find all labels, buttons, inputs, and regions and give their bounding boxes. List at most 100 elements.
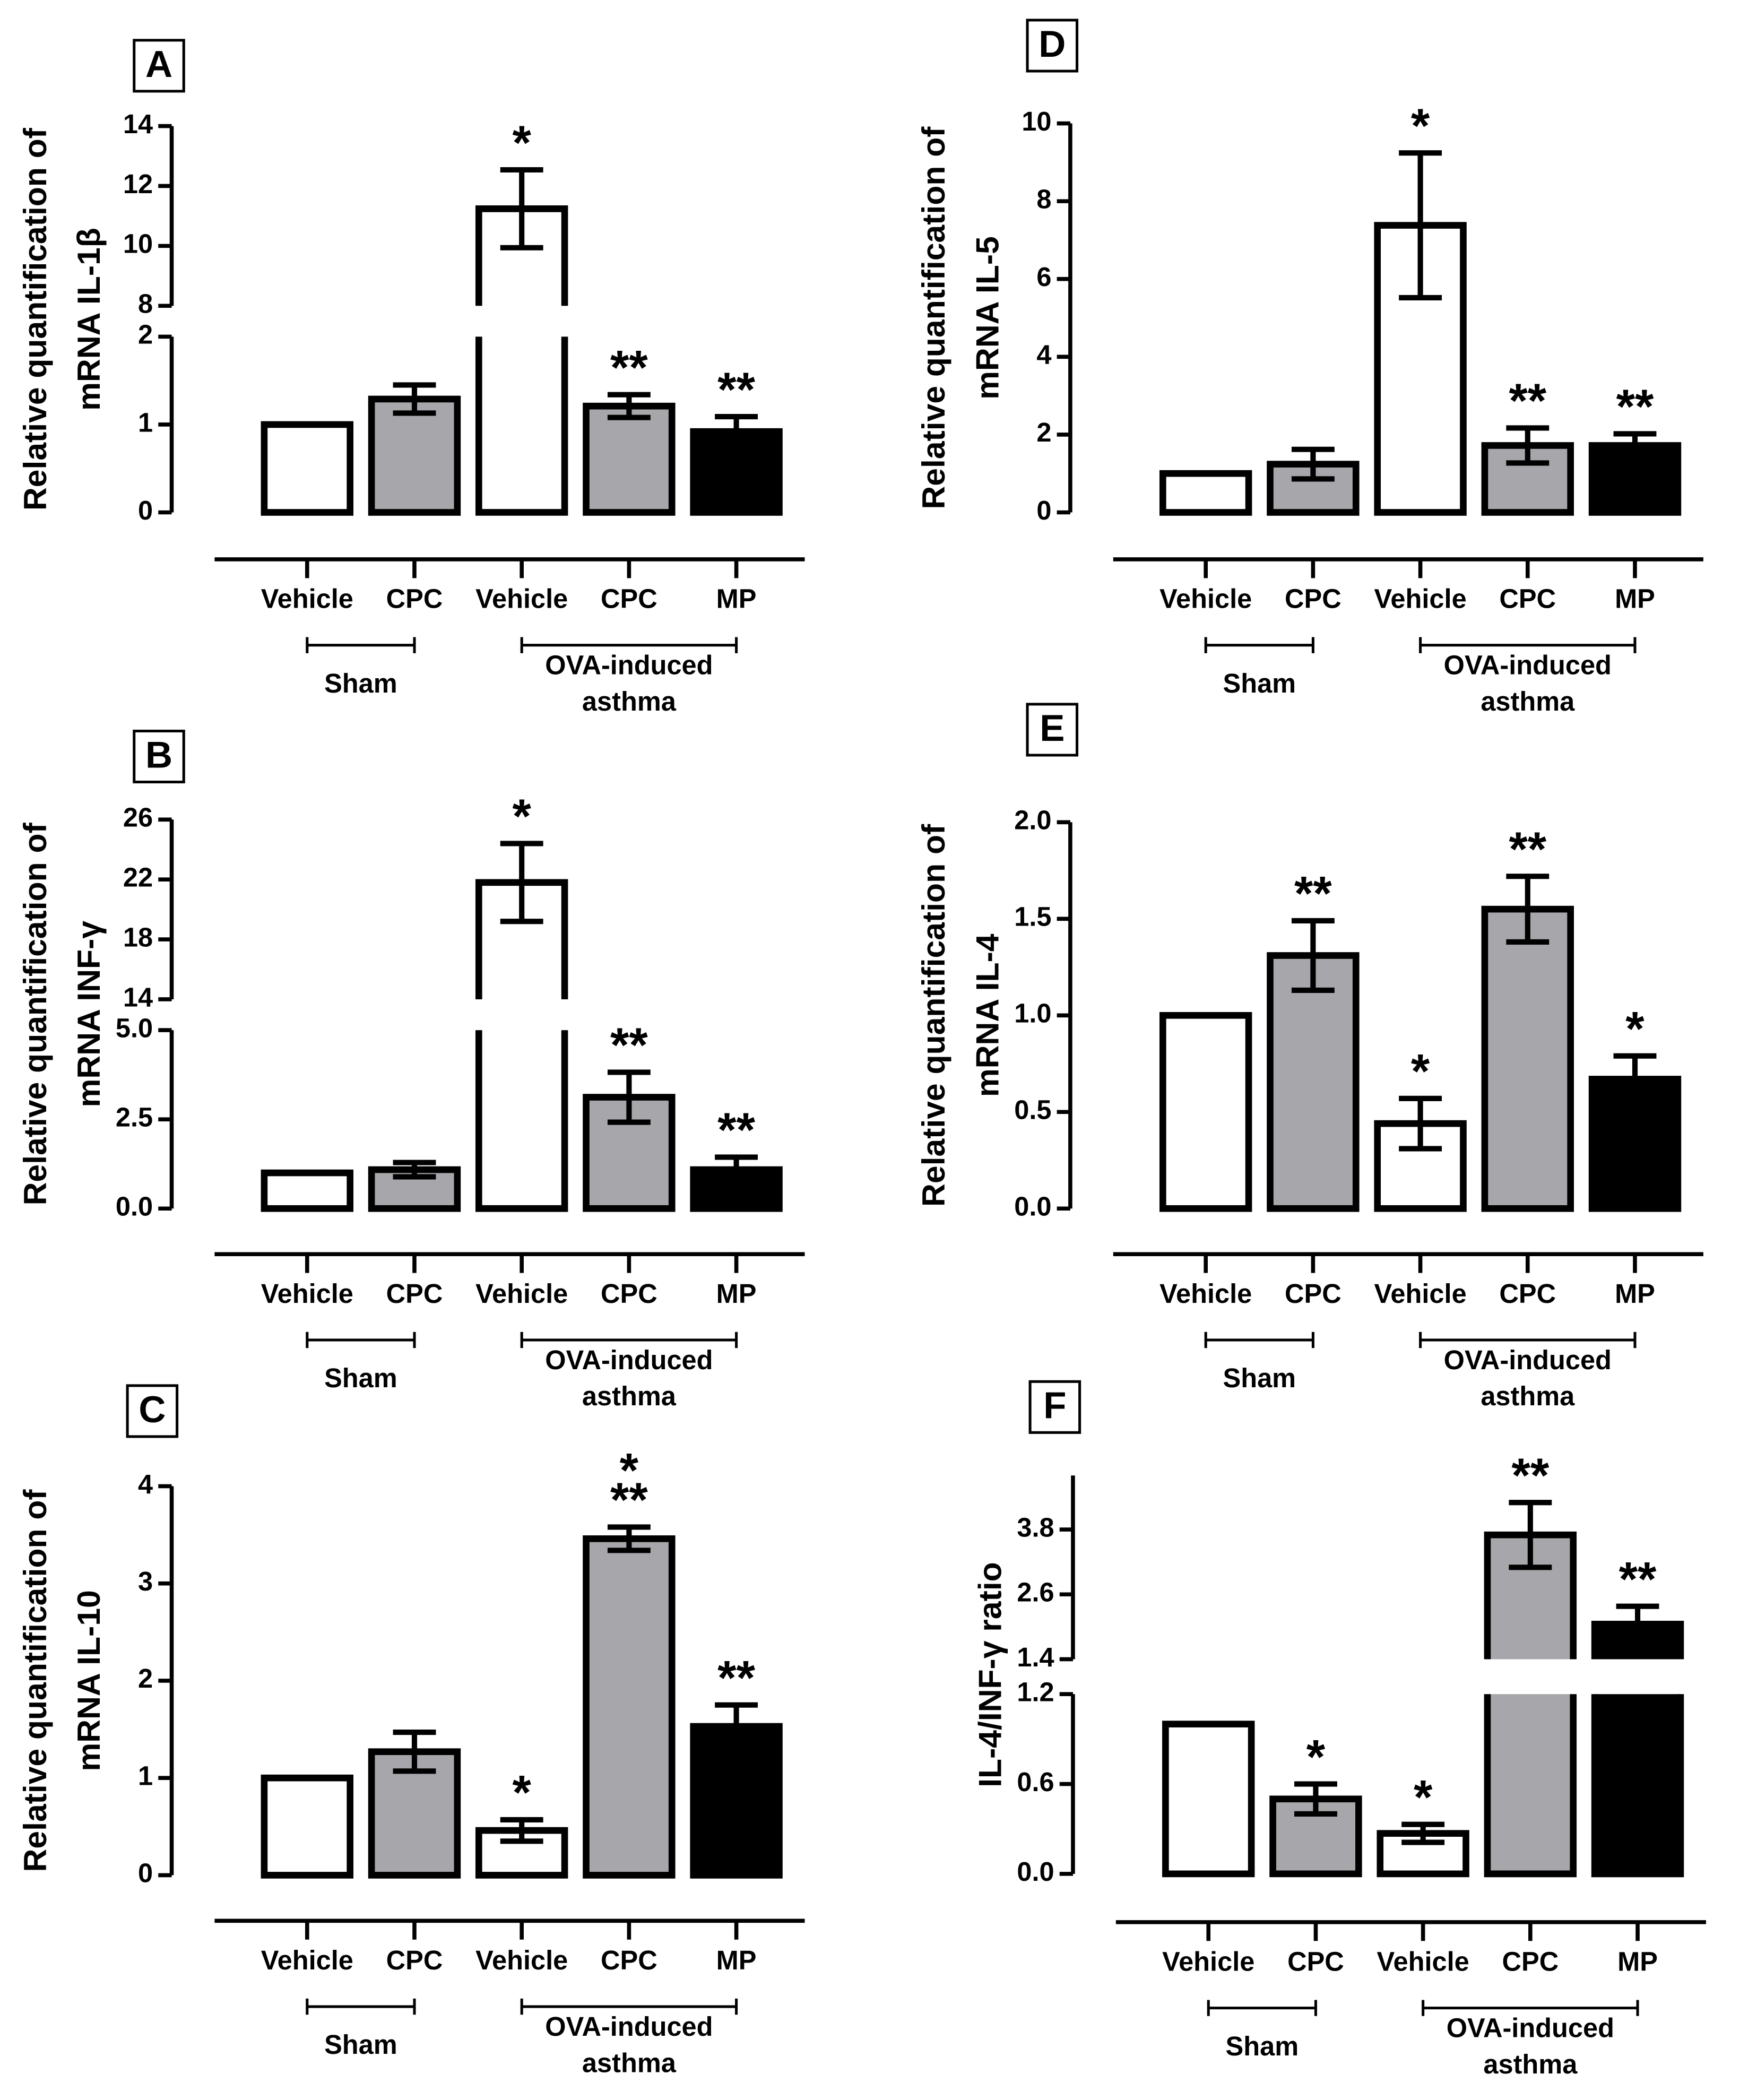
y-tick-label: 0 xyxy=(138,495,153,525)
y-tick-label: 2.5 xyxy=(116,1102,153,1133)
x-tick-label: Vehicle xyxy=(475,1278,568,1309)
x-tick-label: Vehicle xyxy=(475,1945,568,1975)
error-bar xyxy=(500,1817,543,1844)
error-bar xyxy=(1509,1500,1552,1570)
x-tick-label: Vehicle xyxy=(1162,1947,1254,1977)
bar xyxy=(261,421,353,516)
x-tick-label: MP xyxy=(716,584,757,614)
y-tick-label: 1.2 xyxy=(1017,1677,1054,1707)
group-bracket xyxy=(1419,1332,1637,1349)
group-label: OVA-induced xyxy=(545,2011,713,2042)
y-tick-label: 8 xyxy=(138,289,153,319)
error-bar xyxy=(1291,446,1335,482)
group-label: Sham xyxy=(324,1363,397,1393)
panel-letter: B xyxy=(145,734,172,776)
y-tick-label: 10 xyxy=(1022,106,1051,136)
group-bracket xyxy=(306,637,416,653)
bar xyxy=(1159,470,1252,516)
bar xyxy=(1484,1694,1577,1878)
panel-letter-box xyxy=(1026,19,1079,73)
group-bracket xyxy=(306,1332,416,1349)
y-axis-label: Relative quantification of xyxy=(915,126,951,509)
group-label: OVA-induced xyxy=(1444,1345,1612,1375)
y-tick-label: 4 xyxy=(1036,340,1051,370)
group-label: asthma xyxy=(1483,2049,1578,2079)
x-tick-label: MP xyxy=(716,1945,757,1975)
significance-mark: ** xyxy=(717,1652,755,1705)
y-tick-label: 0.6 xyxy=(1017,1767,1054,1797)
y-tick-label: 22 xyxy=(123,862,153,893)
x-tick-label: CPC xyxy=(1502,1947,1559,1977)
bar xyxy=(261,1774,353,1879)
group-label: asthma xyxy=(1481,1381,1575,1411)
panel-letter: A xyxy=(145,43,172,85)
y-tick-label: 1.0 xyxy=(1014,998,1051,1029)
bar xyxy=(1162,1721,1255,1878)
y-axis-label: Relative quantification of xyxy=(17,127,53,511)
error-bar xyxy=(607,1069,651,1125)
y-tick-label: 0.0 xyxy=(1014,1191,1051,1222)
y-tick-label: 2.0 xyxy=(1014,805,1051,835)
y-tick-label: 8 xyxy=(1036,184,1051,214)
error-bar xyxy=(1613,431,1657,460)
y-axis-label: mRNA IL-5 xyxy=(969,236,1005,400)
panel-letter-box xyxy=(133,39,185,93)
group-bracket xyxy=(520,637,738,653)
bar xyxy=(261,1169,353,1212)
x-tick-label: CPC xyxy=(1285,1278,1341,1309)
group-bracket xyxy=(520,1332,738,1349)
error-bar xyxy=(1399,150,1442,300)
y-tick-label: 14 xyxy=(123,982,153,1012)
x-tick-label: Vehicle xyxy=(1159,1278,1252,1309)
x-tick-label: Vehicle xyxy=(1159,584,1252,614)
significance-mark: * xyxy=(512,116,531,170)
y-tick-label: 1 xyxy=(138,1760,153,1791)
error-bar xyxy=(393,1729,436,1774)
error-bar xyxy=(1613,1053,1657,1105)
panel-letter: D xyxy=(1038,23,1066,65)
bar xyxy=(1481,905,1574,1212)
error-bar xyxy=(1401,1821,1445,1845)
y-tick-label: 0 xyxy=(1036,495,1051,525)
x-tick-label: Vehicle xyxy=(1377,1947,1469,1977)
y-tick-label: 6 xyxy=(1036,262,1051,292)
group-label: asthma xyxy=(1481,686,1575,716)
y-axis-label: mRNA INF-γ xyxy=(71,921,107,1108)
significance-mark: ** xyxy=(1509,374,1546,428)
x-tick-label: MP xyxy=(716,1278,757,1309)
bar xyxy=(690,1166,783,1212)
significance-mark: ** xyxy=(1509,823,1546,876)
y-tick-label: 2 xyxy=(1036,417,1051,447)
panel-letter: F xyxy=(1043,1385,1066,1427)
group-label: OVA-induced xyxy=(1447,2013,1614,2043)
bar xyxy=(475,1030,568,1212)
significance-mark: ** xyxy=(610,341,648,394)
error-bar xyxy=(1291,918,1335,993)
group-bracket xyxy=(1419,637,1637,653)
significance-mark: * xyxy=(620,1444,639,1498)
error-bar xyxy=(1294,1781,1337,1817)
group-label: Sham xyxy=(324,2029,397,2060)
x-tick-label: CPC xyxy=(601,584,657,614)
x-tick-label: MP xyxy=(1615,1278,1655,1309)
bar xyxy=(475,336,568,516)
group-bracket xyxy=(1204,637,1314,653)
group-label: Sham xyxy=(1223,1363,1296,1393)
significance-mark: ** xyxy=(610,1018,648,1072)
significance-mark: * xyxy=(1411,99,1430,153)
error-bar xyxy=(393,382,436,416)
y-tick-label: 1 xyxy=(138,407,153,437)
group-bracket xyxy=(1207,2000,1317,2016)
error-bar xyxy=(1616,1603,1659,1645)
error-bar xyxy=(500,841,543,924)
group-bracket xyxy=(1422,2000,1639,2016)
significance-mark: * xyxy=(512,1766,531,1820)
y-tick-label: 0.0 xyxy=(116,1191,153,1222)
y-tick-label: 2 xyxy=(138,1663,153,1693)
group-label: asthma xyxy=(582,2047,677,2078)
panel-letter: C xyxy=(139,1388,166,1430)
significance-mark: * xyxy=(1414,1771,1433,1825)
error-bar xyxy=(715,1702,758,1751)
y-tick-label: 18 xyxy=(123,922,153,952)
x-tick-label: Vehicle xyxy=(1374,1278,1467,1309)
